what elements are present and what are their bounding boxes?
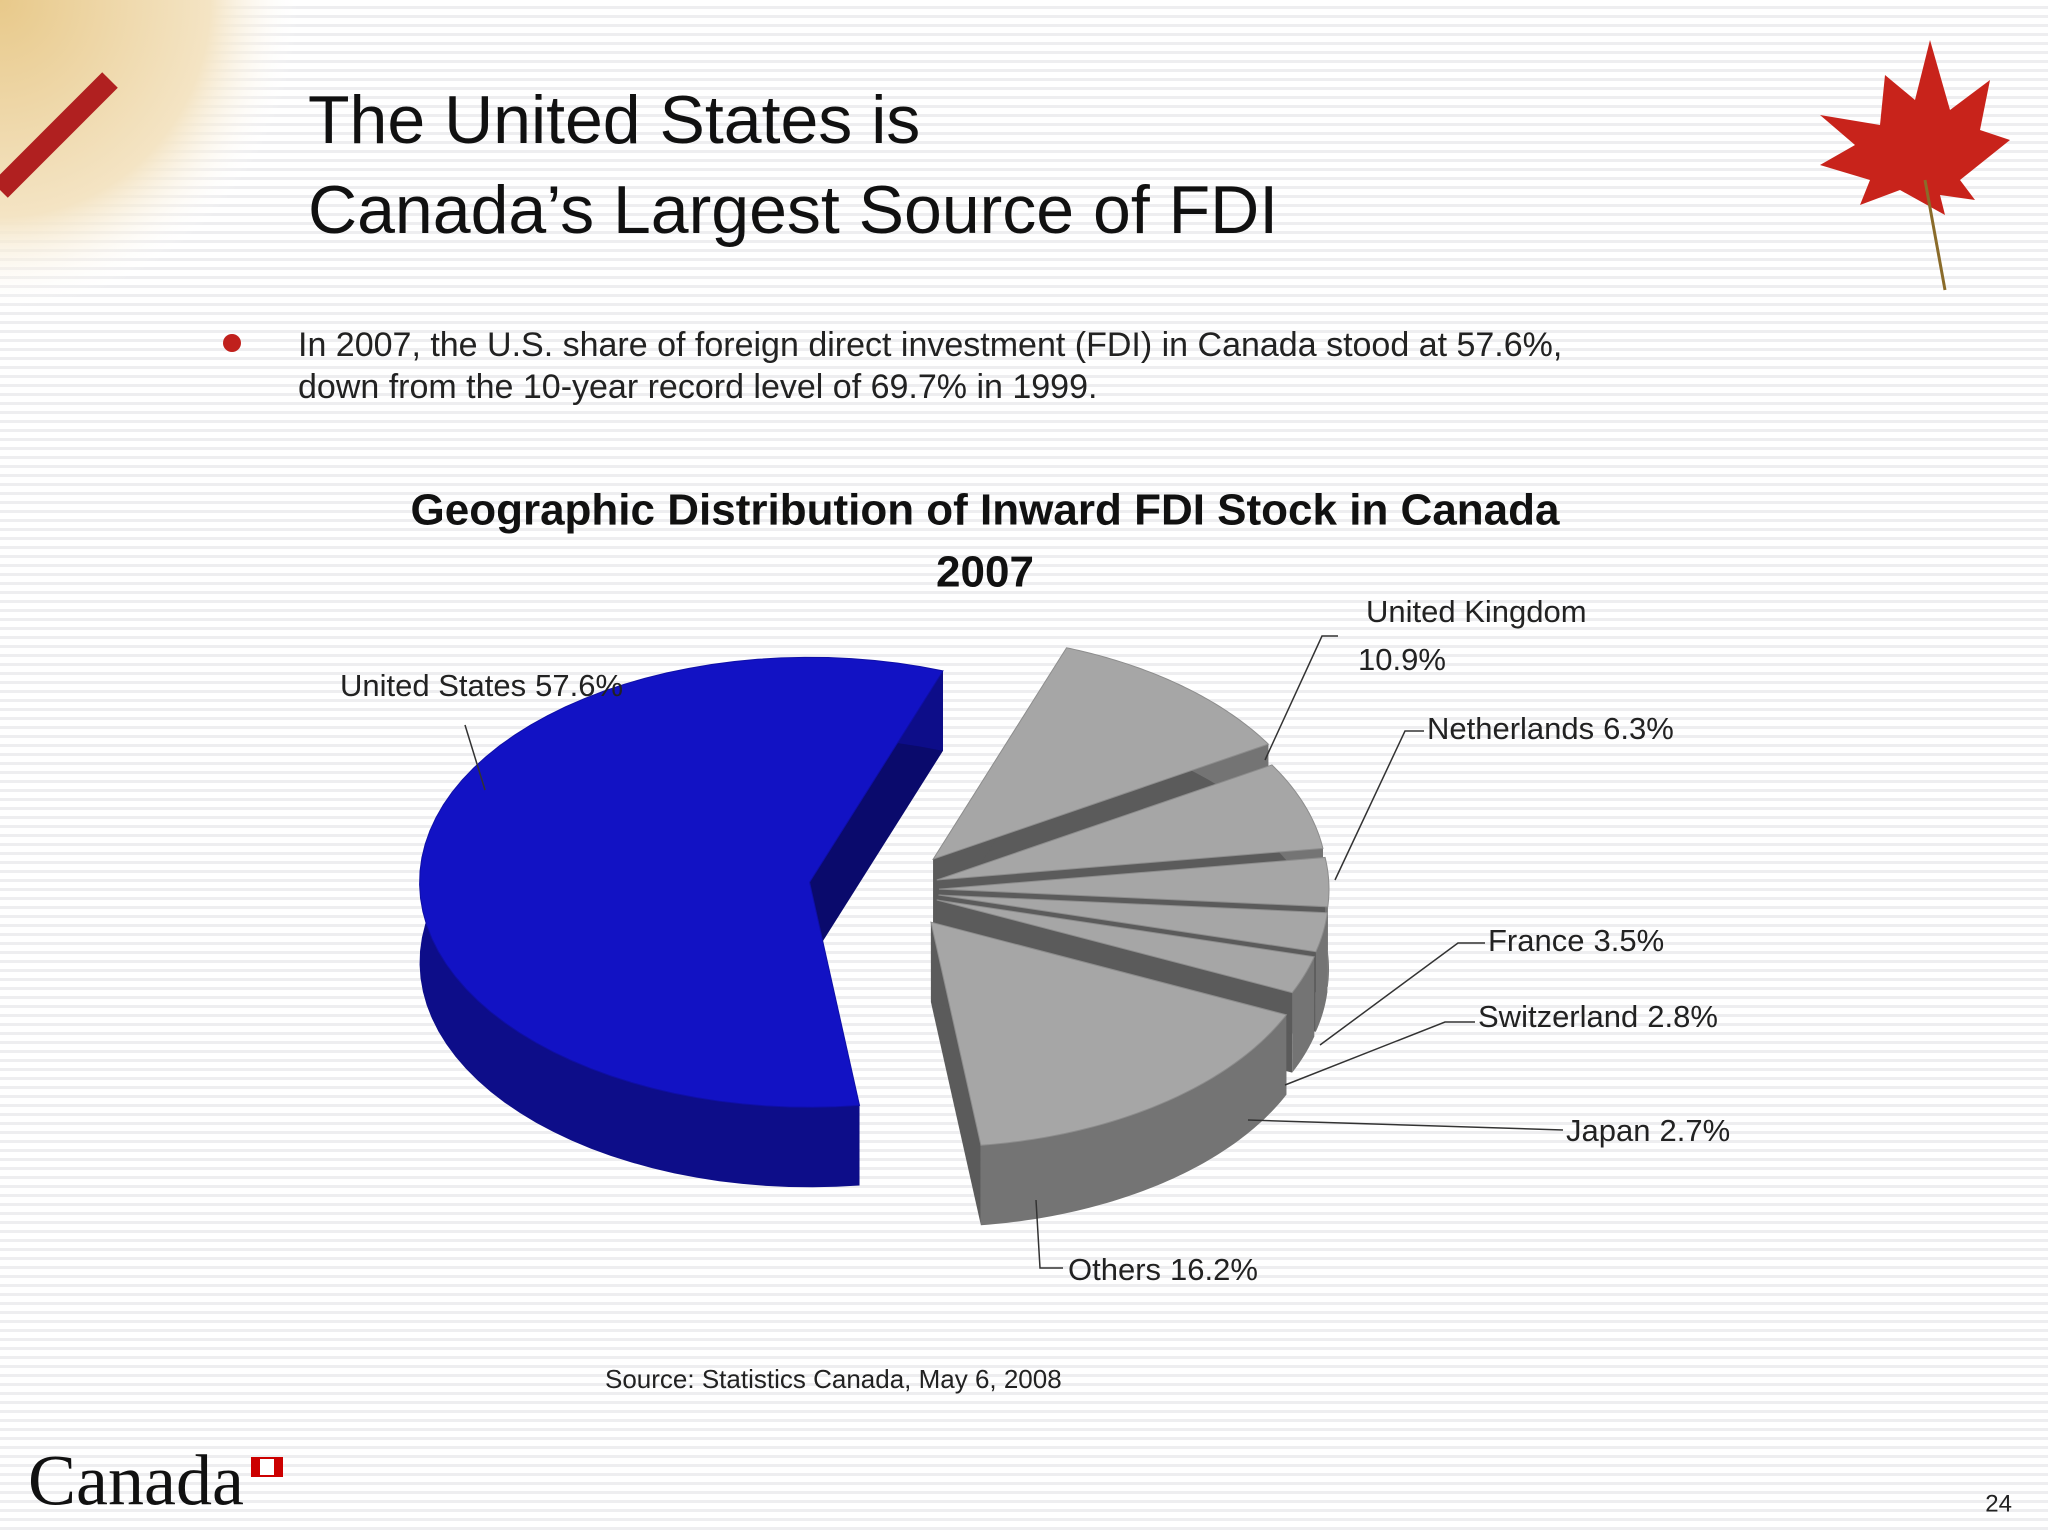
slice-value-label: 10.9% bbox=[1358, 642, 1446, 677]
slice-value-label: 57.6% bbox=[535, 668, 623, 703]
logo-flag bbox=[252, 1458, 260, 1476]
leader-line bbox=[464, 724, 486, 791]
bullet-dot bbox=[223, 334, 241, 352]
pie-slice-side bbox=[980, 1014, 1287, 1226]
pie-slice bbox=[936, 899, 1315, 994]
slice-label: United States 57.6% bbox=[340, 668, 623, 703]
leader-line bbox=[1284, 1021, 1475, 1086]
pie-slice bbox=[938, 856, 1330, 908]
slice-category: France bbox=[1488, 923, 1584, 958]
pie-slice bbox=[931, 647, 1270, 861]
bullet-text: In 2007, the U.S. share of foreign direc… bbox=[298, 326, 1562, 364]
logo: Canada bbox=[28, 1441, 244, 1521]
slice-label: Netherlands 6.3% bbox=[1427, 711, 1674, 746]
logo-flag bbox=[274, 1458, 282, 1476]
slice-label: Switzerland 2.8% bbox=[1478, 999, 1718, 1034]
leader-line bbox=[1264, 635, 1338, 761]
slice-value-label: 6.3% bbox=[1603, 711, 1674, 746]
slice-value-label: 16.2% bbox=[1170, 1252, 1258, 1287]
pie-slice bbox=[938, 894, 1328, 953]
slice-label: Japan 2.7% bbox=[1566, 1113, 1730, 1148]
leader-line bbox=[1247, 1119, 1564, 1131]
pen bbox=[0, 72, 118, 198]
slice-category: Japan bbox=[1566, 1113, 1650, 1148]
slice-category: Others bbox=[1068, 1252, 1161, 1287]
pie-slice bbox=[930, 921, 1288, 1146]
pie-slice-group bbox=[419, 656, 944, 1188]
leader-line bbox=[1319, 942, 1485, 1046]
slice-label: France 3.5% bbox=[1488, 923, 1664, 958]
page-number: 24 bbox=[1985, 1490, 2012, 1517]
slice-category: Netherlands bbox=[1427, 711, 1594, 746]
leaf-stem bbox=[1923, 179, 1947, 291]
slice-category: Switzerland bbox=[1478, 999, 1638, 1034]
pie-slice-group bbox=[930, 921, 1288, 1226]
slice-label: United Kingdom bbox=[1366, 594, 1587, 629]
slice-label: Others 16.2% bbox=[1068, 1252, 1258, 1287]
chart-title: 2007 bbox=[936, 548, 1034, 597]
pie-slice bbox=[419, 656, 944, 1108]
maple-leaf bbox=[1820, 40, 2010, 215]
slice-category: United States bbox=[340, 668, 526, 703]
slice-value-label: 2.7% bbox=[1659, 1113, 1730, 1148]
slice-value-label: 3.5% bbox=[1593, 923, 1664, 958]
leader-line bbox=[1035, 1199, 1063, 1269]
slice-value-label: 2.8% bbox=[1647, 999, 1718, 1034]
leader-line bbox=[1334, 730, 1424, 881]
pie-slice-side bbox=[1315, 912, 1328, 1032]
bullet-text: down from the 10-year record level of 69… bbox=[298, 368, 1097, 406]
slide-title: The United States is bbox=[308, 82, 920, 158]
pie-slice bbox=[936, 764, 1324, 881]
source-note: Source: Statistics Canada, May 6, 2008 bbox=[605, 1364, 1062, 1394]
chart-title: Geographic Distribution of Inward FDI St… bbox=[411, 486, 1561, 535]
slide-title: Canada’s Largest Source of FDI bbox=[308, 172, 1278, 248]
